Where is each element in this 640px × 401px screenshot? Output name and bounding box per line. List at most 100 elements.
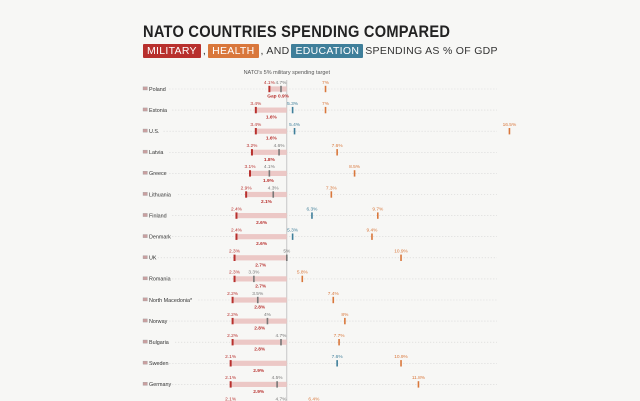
country-flag-icon xyxy=(142,213,148,217)
education-value-label: 4.6% xyxy=(274,143,286,149)
health-value-label: 6.4% xyxy=(308,396,320,401)
education-mark xyxy=(280,339,282,346)
health-value-label: 10.9% xyxy=(394,249,408,255)
health-value-label: 7% xyxy=(322,80,330,86)
military-mark xyxy=(268,85,271,93)
health-value-label: 7.3% xyxy=(326,185,338,191)
military-mark xyxy=(235,233,238,240)
gap-value-label: 2.8% xyxy=(254,326,266,332)
military-mark xyxy=(231,296,234,304)
gap-band xyxy=(269,86,287,92)
education-value-label: 5% xyxy=(283,249,291,255)
gap-value-label: 2.7% xyxy=(255,283,267,289)
health-value-label: 7.4% xyxy=(328,291,340,297)
gap-band xyxy=(251,149,287,155)
gap-value-label: 2.6% xyxy=(256,241,268,247)
country-label: Poland xyxy=(149,87,166,93)
chart-subtitle: MILITARY , HEALTH , AND EDUCATION SPENDI… xyxy=(143,44,498,58)
gap-value-label: 2.9% xyxy=(253,389,265,395)
country-label: Estonia xyxy=(149,108,167,114)
country-label: Denmark xyxy=(149,235,171,241)
health-mark xyxy=(400,254,402,261)
education-value-label: 4.5% xyxy=(272,375,284,381)
military-mark xyxy=(233,275,236,283)
legend-health: HEALTH xyxy=(208,44,259,58)
military-mark xyxy=(254,106,257,114)
health-value-label: 7% xyxy=(322,101,330,107)
legend-rest: SPENDING AS % OF GDP xyxy=(365,45,498,57)
legend-sep-2: , AND xyxy=(260,45,290,57)
education-mark xyxy=(276,381,278,388)
military-value-label: 2.3% xyxy=(229,270,241,276)
country-label: UK xyxy=(149,256,157,262)
gap-value-label: Gap 0.9% xyxy=(267,94,289,100)
gap-value-label: 2.7% xyxy=(255,262,267,268)
country-label: Bulgaria xyxy=(149,340,169,346)
education-value-label: 3.5% xyxy=(252,291,264,297)
military-mark xyxy=(245,191,248,198)
military-value-label: 2.2% xyxy=(227,291,239,297)
military-value-label: 2.9% xyxy=(241,185,253,191)
gap-value-label: 2.1% xyxy=(261,199,273,205)
country-label: Finland xyxy=(149,213,167,219)
gap-value-label: 1.9% xyxy=(263,178,275,184)
country-flag-icon xyxy=(142,86,148,91)
military-mark xyxy=(254,128,257,135)
gap-band xyxy=(232,297,287,303)
health-value-label: 8% xyxy=(341,312,349,318)
country-flag-icon xyxy=(142,255,148,259)
military-mark xyxy=(249,170,252,177)
military-value-label: 2.2% xyxy=(227,333,239,339)
target-line-label: NATO's 5% military spending target xyxy=(244,70,331,76)
military-value-label: 2.4% xyxy=(231,206,243,212)
country-label: Lithuania xyxy=(149,192,171,198)
health-value-label: 5.8% xyxy=(297,270,309,276)
education-value-label: 5.3% xyxy=(287,101,299,107)
country-label: Norway xyxy=(149,319,168,325)
gap-value-label: 2.9% xyxy=(253,368,265,374)
country-flag-icon xyxy=(142,318,148,323)
military-value-label: 2.3% xyxy=(229,249,241,255)
gap-band xyxy=(255,107,287,113)
education-mark xyxy=(268,170,271,177)
education-value-label: 4% xyxy=(264,312,272,318)
country-flag-icon xyxy=(142,192,148,196)
country-flag-icon xyxy=(142,297,148,302)
health-value-label: 7.6% xyxy=(332,143,344,149)
gap-band xyxy=(234,255,287,261)
country-flag-icon xyxy=(142,360,148,365)
military-mark xyxy=(229,360,232,367)
gap-band xyxy=(230,381,287,387)
health-mark xyxy=(324,85,327,93)
military-mark xyxy=(235,212,238,219)
health-mark xyxy=(344,317,346,325)
country-label: Greece xyxy=(149,171,167,177)
country-flag-icon xyxy=(142,149,148,154)
country-label: North Macedonia* xyxy=(149,298,193,304)
country-label: Romania xyxy=(149,277,171,283)
military-mark xyxy=(231,317,234,325)
gap-band xyxy=(234,276,287,282)
gap-value-label: 1.8% xyxy=(264,157,276,163)
education-value-label: 4.7% xyxy=(276,80,288,86)
country-flag-icon xyxy=(142,382,148,386)
education-mark xyxy=(272,191,275,198)
military-value-label: 3.4% xyxy=(250,101,262,107)
gap-value-label: 1.6% xyxy=(266,136,278,142)
country-flag-icon xyxy=(142,276,148,281)
health-mark xyxy=(417,381,420,388)
health-value-label: 16.5% xyxy=(503,122,517,128)
health-mark xyxy=(376,212,379,219)
gap-band xyxy=(255,128,287,134)
gap-value-label: 2.8% xyxy=(254,347,266,353)
education-value-label: 4.1% xyxy=(264,164,276,170)
education-mark xyxy=(280,85,282,93)
health-mark xyxy=(301,275,304,283)
gap-value-label: 1.6% xyxy=(266,115,278,121)
country-label: Germany xyxy=(149,382,171,388)
gap-band xyxy=(246,191,287,198)
education-value-label: 5.3% xyxy=(287,228,299,234)
military-value-label: 3.2% xyxy=(246,143,258,149)
gap-band xyxy=(236,213,287,219)
